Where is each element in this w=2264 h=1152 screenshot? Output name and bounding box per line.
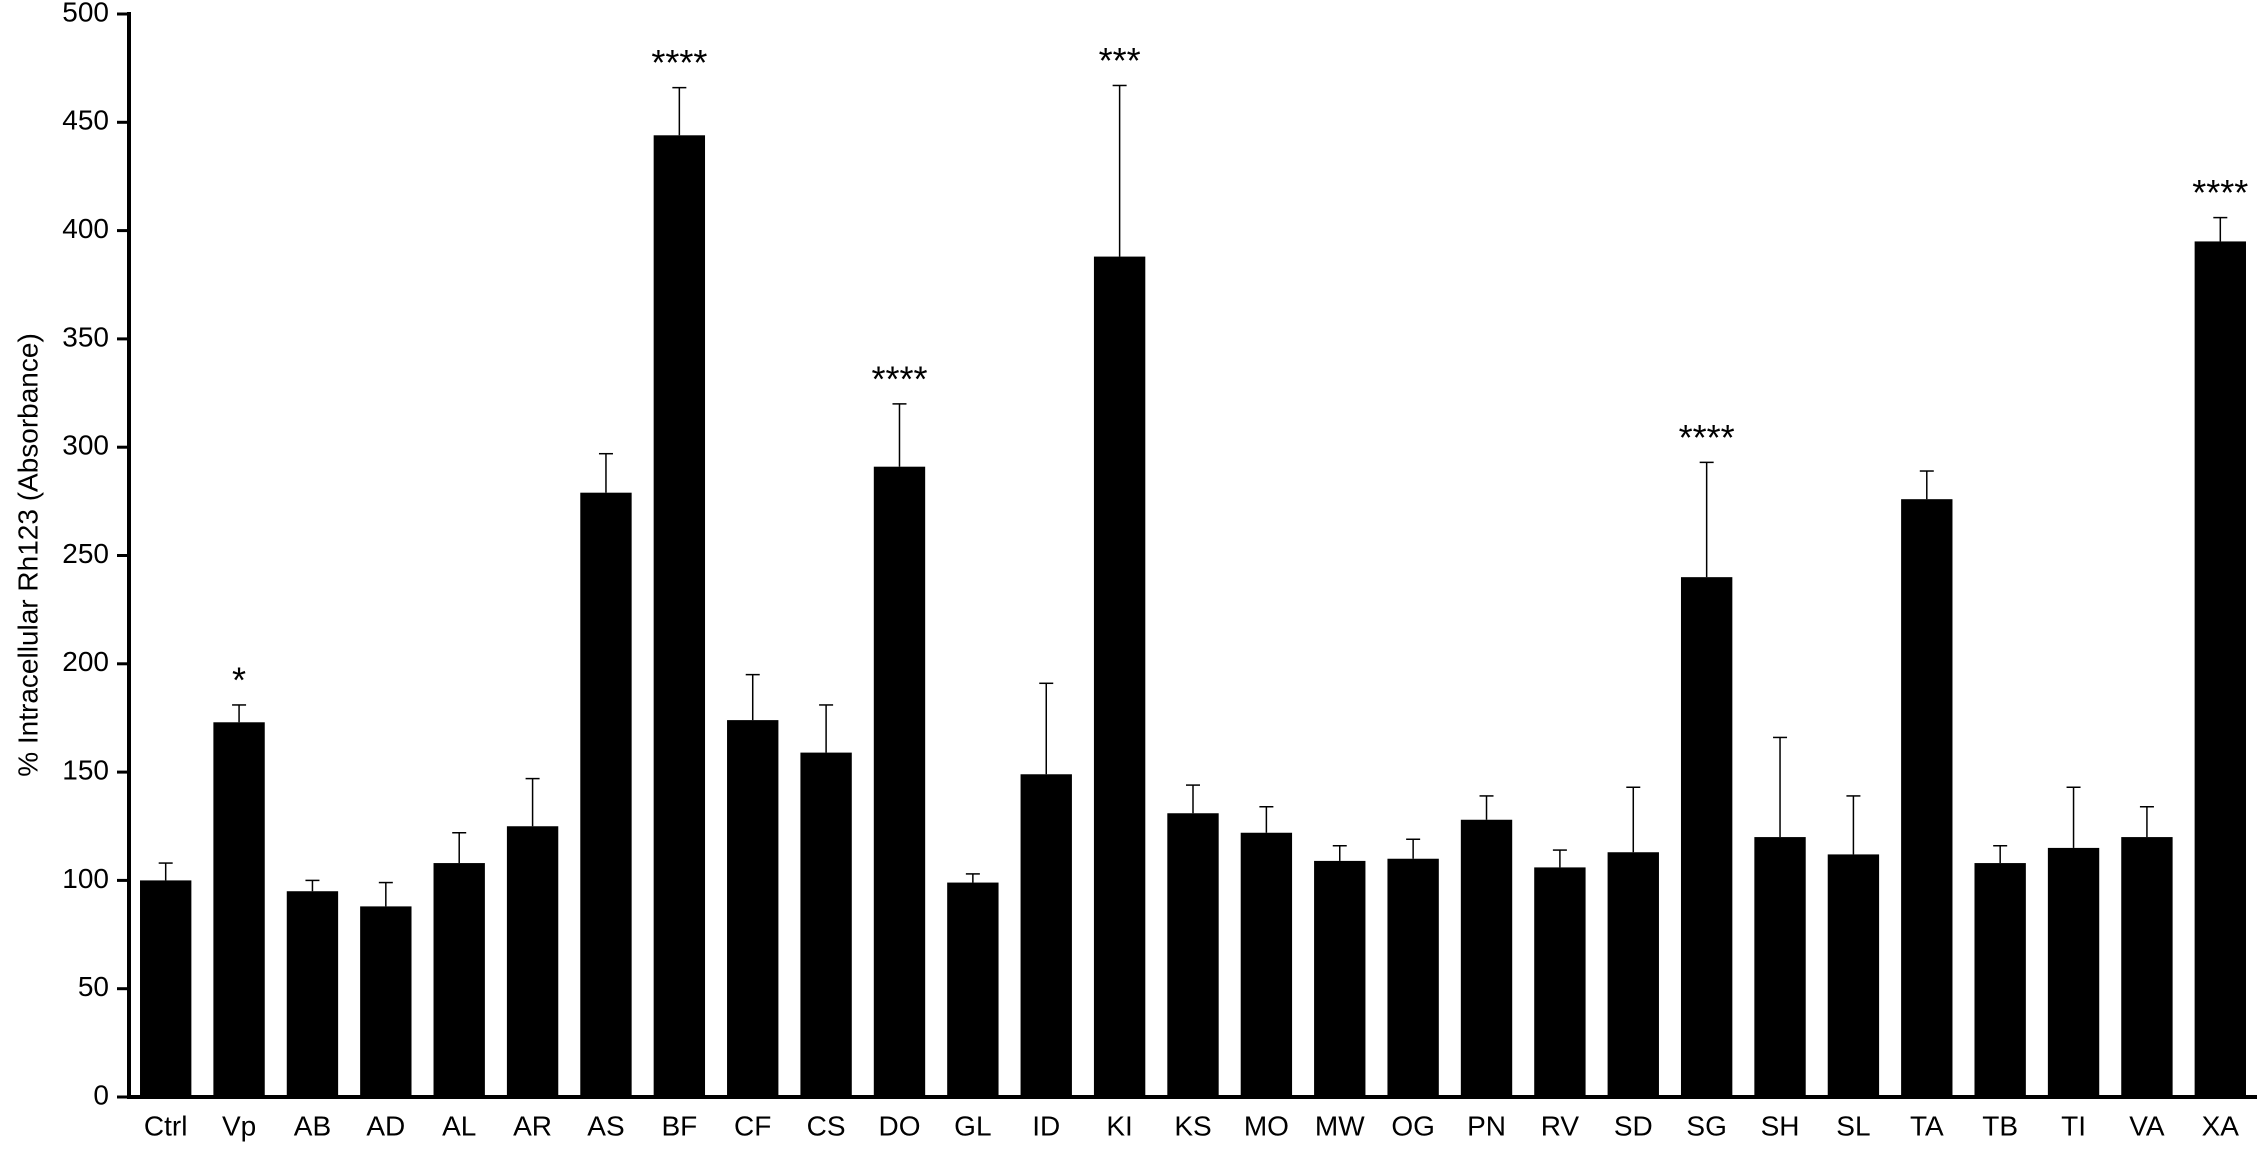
y-tick-label: 450	[62, 105, 109, 136]
bar	[1754, 837, 1806, 1097]
x-tick-label: OG	[1391, 1110, 1435, 1141]
y-tick-label: 350	[62, 321, 109, 352]
x-tick-label: RV	[1541, 1110, 1580, 1141]
bar	[360, 906, 412, 1097]
y-tick-label: 0	[93, 1079, 109, 1110]
y-tick-label: 300	[62, 430, 109, 461]
x-tick-label: AR	[513, 1110, 552, 1141]
x-tick-label: MO	[1244, 1110, 1289, 1141]
bar	[1680, 577, 1733, 1097]
bar	[1240, 832, 1293, 1097]
bar	[213, 722, 265, 1097]
bar	[1093, 256, 1146, 1097]
x-tick-label: VA	[2129, 1110, 2165, 1141]
x-tick-label: SG	[1686, 1110, 1726, 1141]
bar	[1534, 867, 1586, 1097]
y-tick-label: 100	[62, 863, 109, 894]
x-tick-label: KS	[1174, 1110, 1211, 1141]
x-tick-label: Ctrl	[144, 1110, 188, 1141]
bar	[1167, 813, 1219, 1097]
x-tick-label: SL	[1836, 1110, 1870, 1141]
bar	[580, 492, 632, 1097]
x-tick-label: SD	[1614, 1110, 1653, 1141]
y-tick-label: 400	[62, 213, 109, 244]
y-tick-label: 200	[62, 646, 109, 677]
x-tick-label: TB	[1982, 1110, 2018, 1141]
significance-label: ****	[651, 42, 707, 83]
bar	[947, 882, 999, 1097]
bar	[1827, 854, 1880, 1097]
x-tick-label: TA	[1910, 1110, 1944, 1141]
significance-label: ****	[2192, 172, 2248, 213]
bar	[873, 466, 926, 1098]
x-tick-label: BF	[661, 1110, 697, 1141]
bar	[2121, 837, 2173, 1097]
bar	[800, 752, 852, 1097]
bar	[1974, 863, 2026, 1097]
y-tick-label: 150	[62, 754, 109, 785]
bar	[506, 826, 559, 1097]
x-tick-label: PN	[1467, 1110, 1506, 1141]
x-tick-label: TI	[2061, 1110, 2086, 1141]
significance-label: *	[232, 659, 246, 700]
y-tick-label: 50	[78, 971, 109, 1002]
x-tick-label: ID	[1032, 1110, 1060, 1141]
x-tick-label: AL	[442, 1110, 476, 1141]
bar	[1314, 860, 1366, 1097]
bar	[1460, 819, 1513, 1097]
x-tick-label: KI	[1106, 1110, 1132, 1141]
x-tick-label: Vp	[222, 1110, 256, 1141]
x-tick-label: GL	[954, 1110, 991, 1141]
x-tick-label: DO	[878, 1110, 920, 1141]
x-tick-label: XA	[2202, 1110, 2240, 1141]
y-tick-label: 250	[62, 538, 109, 569]
y-axis-label: % Intracellular Rh123 (Absorbance)	[12, 333, 43, 777]
bar	[727, 720, 779, 1097]
bar	[2194, 241, 2246, 1097]
x-tick-label: CF	[734, 1110, 771, 1141]
x-tick-label: MW	[1315, 1110, 1365, 1141]
significance-label: ****	[1679, 417, 1735, 458]
x-tick-label: AD	[366, 1110, 405, 1141]
bar	[1607, 852, 1659, 1097]
significance-label: ****	[871, 358, 927, 399]
bar	[1901, 499, 1953, 1098]
bar	[2047, 847, 2100, 1097]
x-tick-label: CS	[807, 1110, 846, 1141]
bar	[653, 135, 706, 1097]
bar	[140, 880, 192, 1097]
bar	[1020, 774, 1072, 1097]
x-tick-label: AB	[294, 1110, 331, 1141]
bar	[286, 891, 339, 1097]
bar	[1387, 858, 1439, 1097]
y-tick-label: 500	[62, 0, 109, 27]
x-tick-label: SH	[1761, 1110, 1800, 1141]
bar	[433, 863, 485, 1097]
x-tick-label: AS	[587, 1110, 624, 1141]
significance-label: ***	[1099, 40, 1141, 81]
